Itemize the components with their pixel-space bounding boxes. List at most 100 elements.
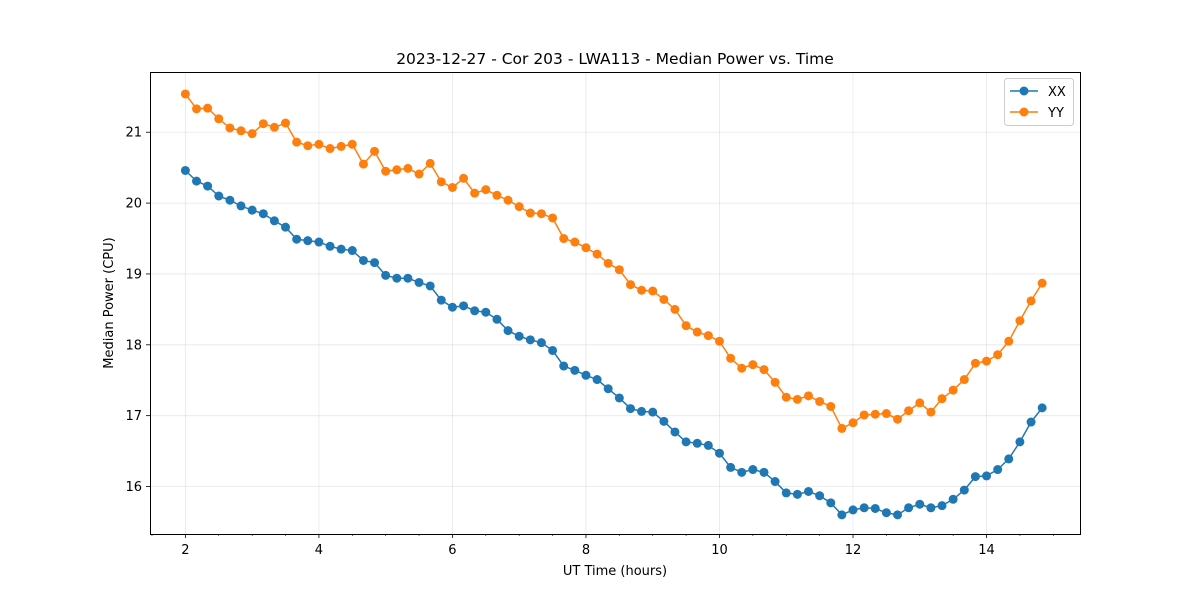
y-tick-label: 18 — [125, 338, 142, 353]
data-point-xx — [692, 438, 702, 448]
data-point-xx — [982, 471, 992, 481]
data-point-xx — [258, 209, 268, 219]
data-point-yy — [592, 249, 602, 259]
data-point-xx — [737, 467, 747, 477]
series-layer — [180, 89, 1047, 520]
data-point-xx — [525, 335, 535, 345]
data-point-yy — [670, 304, 680, 314]
data-point-xx — [403, 273, 413, 283]
data-point-xx — [714, 448, 724, 458]
data-point-yy — [303, 141, 313, 151]
data-point-xx — [192, 176, 202, 186]
data-point-xx — [915, 499, 925, 509]
data-point-yy — [347, 139, 357, 149]
x-tick-label: 4 — [315, 543, 323, 558]
data-point-xx — [225, 195, 235, 205]
data-point-yy — [414, 169, 424, 179]
data-point-xx — [247, 205, 257, 215]
data-point-xx — [381, 270, 391, 280]
data-point-yy — [893, 414, 903, 424]
legend-marker-yy — [1019, 107, 1029, 117]
data-point-xx — [470, 306, 480, 316]
x-tick-label: 12 — [845, 543, 862, 558]
data-point-xx — [837, 510, 847, 520]
data-point-xx — [592, 375, 602, 385]
data-point-xx — [581, 370, 591, 380]
y-tick-label: 16 — [125, 480, 142, 495]
data-point-xx — [214, 191, 224, 201]
data-point-yy — [748, 360, 758, 370]
data-point-yy — [759, 365, 769, 375]
legend-label-xx: XX — [1048, 85, 1066, 100]
data-point-yy — [325, 144, 335, 154]
data-point-xx — [659, 416, 669, 426]
x-axis-label: UT Time (hours) — [563, 564, 667, 579]
x-tick-label: 2 — [181, 543, 189, 558]
data-point-xx — [570, 365, 580, 375]
series-yy — [180, 89, 1047, 433]
data-point-xx — [937, 501, 947, 511]
data-point-yy — [481, 185, 491, 195]
data-point-xx — [803, 486, 813, 496]
data-point-yy — [815, 396, 825, 406]
data-point-xx — [414, 277, 424, 287]
data-point-yy — [614, 265, 624, 275]
data-point-xx — [904, 503, 914, 513]
x-tick-label: 10 — [711, 543, 728, 558]
series-xx — [180, 165, 1047, 520]
data-point-yy — [625, 280, 635, 290]
data-point-yy — [915, 398, 925, 408]
data-point-yy — [603, 258, 613, 268]
data-point-yy — [870, 409, 880, 419]
data-point-yy — [514, 202, 524, 212]
data-point-yy — [358, 159, 368, 169]
data-point-yy — [203, 103, 213, 113]
x-axis: 2 4 6 8 10 12 14 — [151, 534, 1054, 558]
y-axis: 16 17 18 19 20 21 — [125, 126, 150, 495]
data-point-yy — [314, 139, 324, 149]
data-point-xx — [848, 505, 858, 515]
data-point-xx — [203, 181, 213, 191]
y-tick-label: 17 — [125, 409, 142, 424]
data-point-yy — [180, 89, 190, 99]
data-point-yy — [292, 137, 302, 147]
data-point-yy — [937, 394, 947, 404]
y-tick-label: 21 — [125, 126, 142, 141]
data-point-xx — [926, 503, 936, 513]
data-point-yy — [703, 331, 713, 341]
data-point-yy — [837, 423, 847, 433]
legend-label-yy: YY — [1047, 106, 1064, 121]
legend-marker-xx — [1019, 86, 1029, 96]
data-point-xx — [347, 246, 357, 256]
data-point-xx — [1026, 417, 1036, 427]
y-tick-label: 20 — [125, 197, 142, 212]
data-point-yy — [904, 406, 914, 416]
data-point-yy — [848, 418, 858, 428]
data-point-yy — [236, 126, 246, 136]
data-point-xx — [681, 437, 691, 447]
x-tick-label: 6 — [448, 543, 456, 558]
data-point-yy — [1015, 316, 1025, 326]
data-point-yy — [370, 146, 380, 156]
data-point-yy — [648, 286, 658, 296]
data-point-xx — [281, 222, 291, 232]
data-point-xx — [1004, 454, 1014, 464]
y-axis-label: Median Power (CPU) — [102, 237, 117, 368]
y-tick-label: 19 — [125, 267, 142, 282]
data-point-xx — [514, 331, 524, 341]
data-point-yy — [993, 350, 1003, 360]
data-point-xx — [670, 427, 680, 437]
data-point-yy — [1004, 336, 1014, 346]
data-point-xx — [881, 508, 891, 518]
data-point-yy — [737, 363, 747, 373]
x-tick-label: 8 — [582, 543, 590, 558]
data-point-yy — [637, 285, 647, 295]
data-point-xx — [1037, 403, 1047, 413]
data-point-yy — [659, 294, 669, 304]
data-point-xx — [325, 241, 335, 251]
data-point-yy — [948, 385, 958, 395]
data-point-xx — [447, 302, 457, 312]
data-point-xx — [614, 393, 624, 403]
data-point-xx — [759, 467, 769, 477]
